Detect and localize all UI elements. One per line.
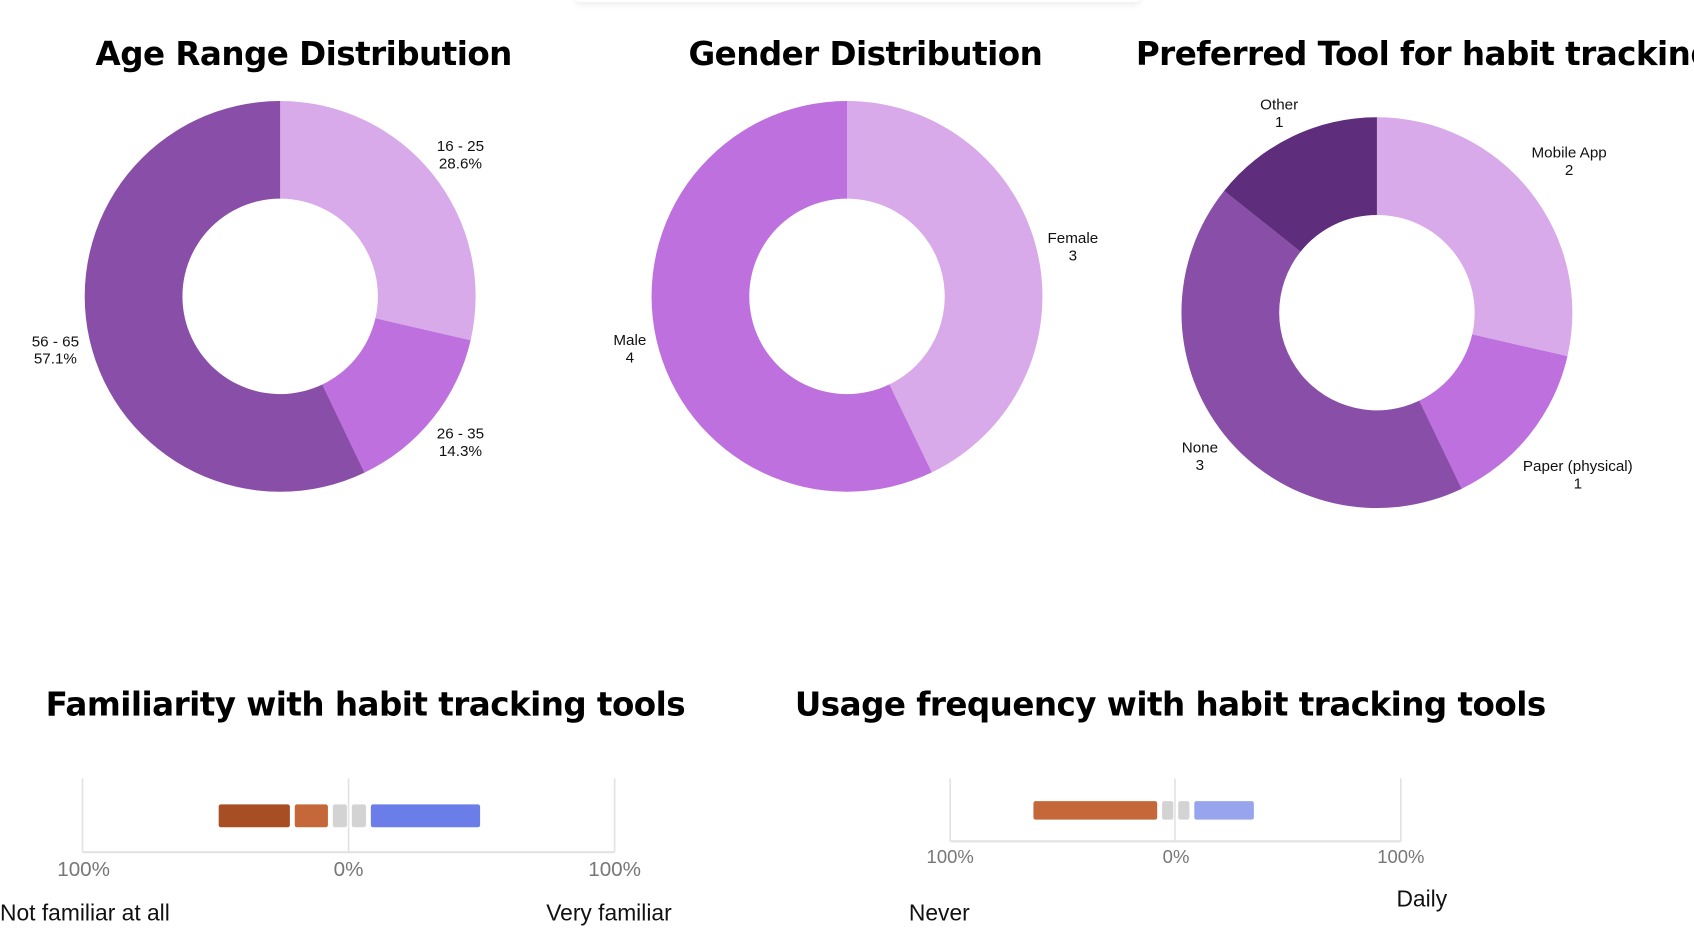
slice-value: 4 <box>625 348 635 366</box>
bar-segment-left-1 <box>294 804 328 828</box>
tick-label-right: 100% <box>1377 846 1425 868</box>
slice-label: None <box>1181 438 1219 456</box>
tool-label-paper: Paper (physical) 1 <box>1523 457 1633 492</box>
age-label-56-65: 56 - 65 57.1% <box>32 332 79 367</box>
slice-label: Paper (physical) <box>1522 457 1633 475</box>
bar-segment-left-1 <box>1033 801 1158 820</box>
low-end-label: Never <box>908 901 970 927</box>
bar-segment-left-0 <box>1162 801 1174 820</box>
slice-value: 28.6% <box>438 154 482 172</box>
slice-label: Other <box>1260 95 1299 113</box>
bar-segment-right-0 <box>1178 801 1190 820</box>
donut-slice-56-65 <box>84 100 365 492</box>
tick-label-center: 0% <box>1162 846 1190 868</box>
tick-label-left: 100% <box>57 858 111 882</box>
age-label-16-25: 16 - 25 28.6% <box>437 137 484 172</box>
donut-slice-female <box>847 100 1043 473</box>
low-end-label: Not familiar at all <box>0 901 170 927</box>
gender-label-male: Male 4 <box>613 331 646 366</box>
high-end-label: Daily <box>1396 886 1448 912</box>
high-end-label: Very familiar <box>546 901 672 927</box>
bar-segment-right-1 <box>370 804 481 828</box>
familiarity-chart-title: Familiarity with habit tracking tools <box>45 686 686 725</box>
bar-segment-left-2 <box>218 804 290 828</box>
donut-slice-other <box>1224 117 1377 252</box>
slice-value: 2 <box>1564 160 1574 179</box>
slice-value: 57.1% <box>33 349 77 367</box>
slice-value: 1 <box>1573 474 1583 492</box>
slice-value: 3 <box>1195 455 1205 474</box>
donut-slice-male <box>651 100 932 492</box>
bar-segment-right-1 <box>1194 801 1254 820</box>
slice-label: Female <box>1047 229 1099 247</box>
tick-label-left: 100% <box>926 846 974 868</box>
slice-label: Mobile App <box>1531 143 1607 161</box>
slice-value: 14.3% <box>438 441 482 460</box>
usage-chart-title: Usage frequency with habit tracking tool… <box>794 686 1546 725</box>
tool-label-other: Other 1 <box>1260 96 1298 131</box>
tool-label-mobile-app: Mobile App 2 <box>1532 143 1607 178</box>
slice-label: 56 - 65 <box>31 332 80 350</box>
slice-label: 26 - 35 <box>436 424 485 442</box>
age-label-26-35: 26 - 35 14.3% <box>437 424 484 459</box>
donut-slice-paper-physical- <box>1419 334 1568 489</box>
bar-segment-right-0 <box>351 804 366 828</box>
tick-label-center: 0% <box>333 858 364 882</box>
tool-chart-title: Preferred Tool for habit tracking <box>1135 35 1694 74</box>
donut-slice-16-25 <box>280 100 476 341</box>
slice-label: 16 - 25 <box>436 136 485 155</box>
tick-label-right: 100% <box>588 858 642 882</box>
donut-slice-none <box>1181 190 1462 509</box>
age-chart-title: Age Range Distribution <box>95 35 513 74</box>
tool-label-none: None 3 <box>1182 439 1218 474</box>
slice-label: Male <box>613 331 647 349</box>
bar-segment-left-0 <box>332 804 347 828</box>
gender-chart-title: Gender Distribution <box>688 35 1043 74</box>
slice-value: 1 <box>1274 112 1284 131</box>
donut-slice-mobile-app <box>1376 117 1573 357</box>
slice-value: 3 <box>1068 246 1078 264</box>
donut-slice-26-35 <box>322 318 471 473</box>
gender-label-female: Female 3 <box>1048 229 1099 264</box>
